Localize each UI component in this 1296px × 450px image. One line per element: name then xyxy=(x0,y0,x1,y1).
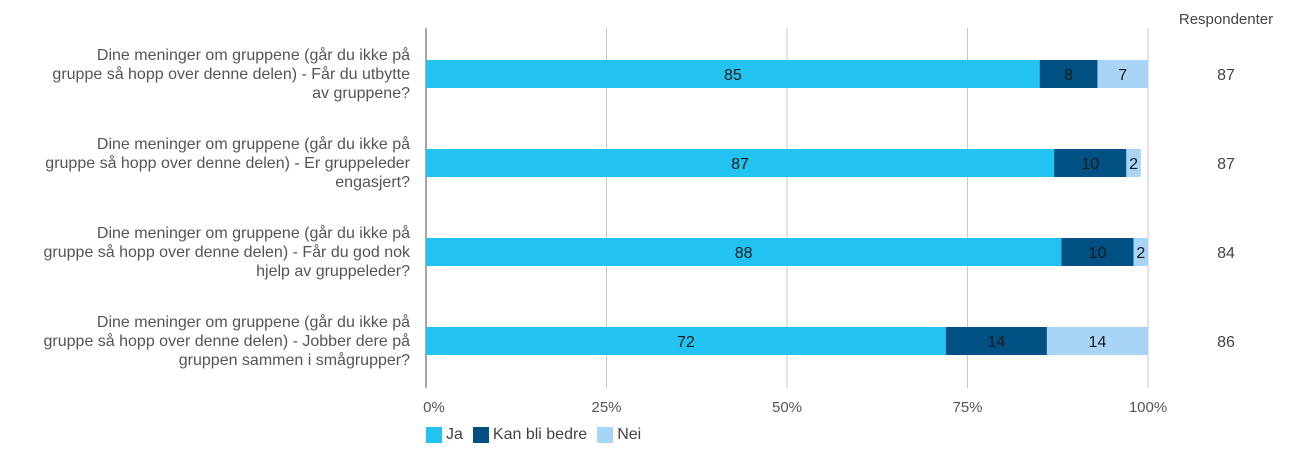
respondents-value: 84 xyxy=(1217,245,1235,262)
category-label: Dine meninger om gruppene (går du ikke p… xyxy=(97,135,410,153)
bar-value-label: 10 xyxy=(1089,245,1107,262)
legend-swatch xyxy=(472,427,489,443)
bar-segment xyxy=(1046,327,1148,355)
x-tick-label: 50% xyxy=(772,399,802,416)
bar-value-label: 14 xyxy=(1089,334,1107,351)
bar-segment xyxy=(1133,238,1148,266)
category-label: Dine meninger om gruppene (går du ikke p… xyxy=(97,313,410,331)
legend-label: Kan bli bedre xyxy=(492,426,588,443)
category-label: gruppe så hopp over denne delen) - Er gr… xyxy=(45,154,410,172)
x-tick-label: 0% xyxy=(423,399,445,416)
bar-segment xyxy=(426,327,946,355)
bar-value-label: 2 xyxy=(1129,156,1138,173)
bar-value-label: 88 xyxy=(735,245,753,262)
category-label: Dine meninger om gruppene (går du ikke p… xyxy=(97,46,410,64)
bar-segment xyxy=(426,238,1062,266)
category-label: gruppe så hopp over denne delen) - Får d… xyxy=(52,65,410,83)
respondents-value: 86 xyxy=(1217,334,1235,351)
bar-segment xyxy=(1054,149,1127,177)
legend-swatch xyxy=(597,427,614,443)
legend-label: Nei xyxy=(617,426,642,443)
bar-value-label: 8 xyxy=(1064,67,1073,84)
x-tick-label: 25% xyxy=(591,399,621,416)
respondents-value: 87 xyxy=(1217,67,1235,84)
bar-value-label: 2 xyxy=(1136,245,1145,262)
legend-label: Ja xyxy=(446,426,463,443)
category-label: Dine meninger om gruppene (går du ikke p… xyxy=(97,224,410,242)
category-label: gruppe så hopp over denne delen) - Jobbe… xyxy=(44,332,411,350)
legend: Ja Kan bli bedre Nei xyxy=(426,426,641,444)
bar-segment xyxy=(1126,149,1141,177)
legend-swatch xyxy=(426,427,442,443)
bar-segment xyxy=(426,149,1055,177)
bar-value-label: 87 xyxy=(731,156,749,173)
category-label: engasjert? xyxy=(335,174,410,191)
bar-segment xyxy=(945,327,1047,355)
x-tick-label: 75% xyxy=(952,399,982,416)
bar-value-label: 14 xyxy=(987,334,1005,351)
legend-item: Nei xyxy=(597,426,641,444)
category-label: av gruppene? xyxy=(312,85,410,102)
bar-value-label: 7 xyxy=(1118,67,1127,84)
bar-value-label: 72 xyxy=(677,334,695,351)
bar-segment xyxy=(1061,238,1134,266)
category-label: gruppe så hopp over denne delen) - Får d… xyxy=(44,243,411,261)
category-label: hjelp av gruppeleder? xyxy=(256,263,410,280)
category-label: gruppen sammen i smågrupper? xyxy=(179,351,410,369)
bar-value-label: 85 xyxy=(724,67,742,84)
x-tick-label: 100% xyxy=(1129,399,1167,416)
legend-item: Kan bli bedre xyxy=(472,426,588,444)
bar-segment xyxy=(1039,60,1098,88)
bar-segment xyxy=(426,60,1040,88)
respondents-value: 87 xyxy=(1217,156,1235,173)
legend-item: Ja xyxy=(426,426,463,444)
bar-segment xyxy=(1097,60,1148,88)
respondents-header: Respondenter xyxy=(1179,11,1273,28)
bar-value-label: 10 xyxy=(1081,156,1099,173)
